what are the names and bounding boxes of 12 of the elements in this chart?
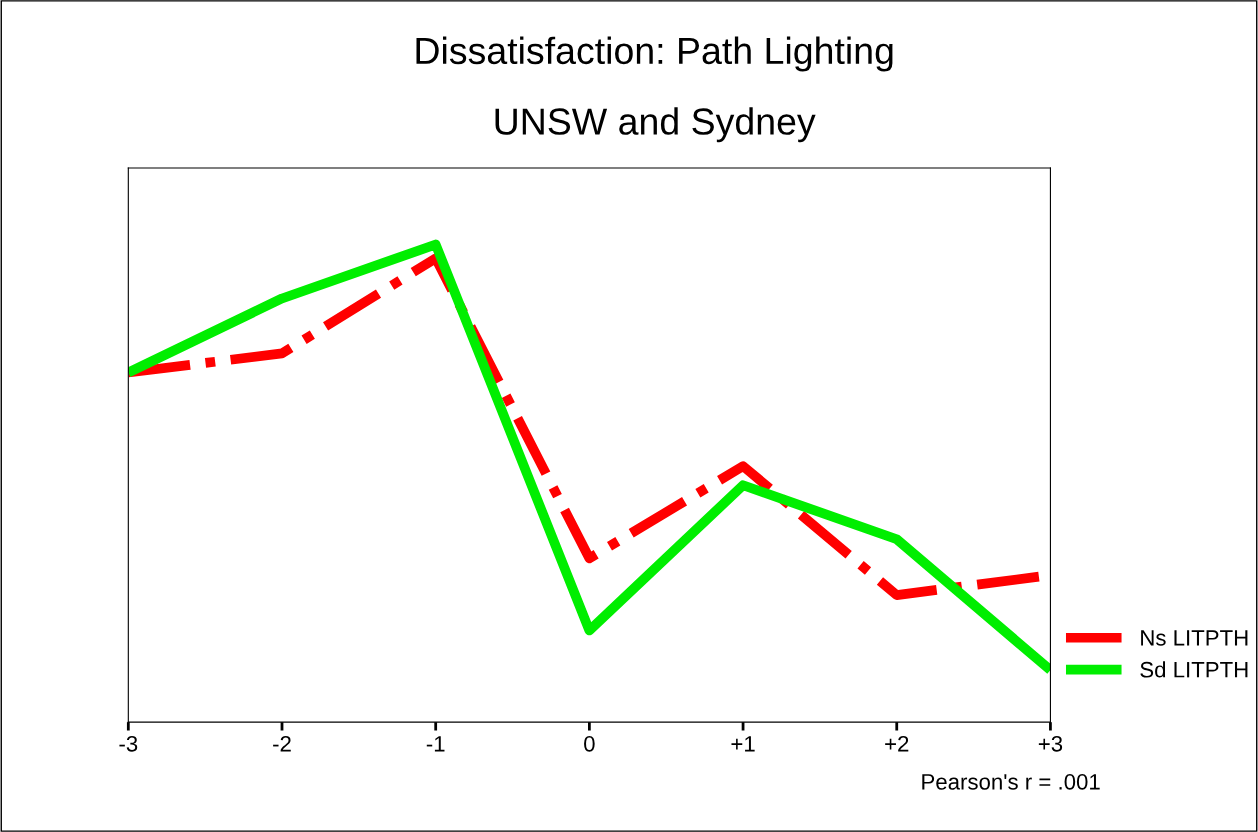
legend-label: Sd LITPTH xyxy=(1140,661,1248,678)
x-tick-label: -1 xyxy=(426,736,445,752)
text: Pearson's r = .001 xyxy=(922,773,1100,790)
x-tick-label: +2 xyxy=(885,735,909,752)
chart-title: Dissatisfaction: Path Lighting xyxy=(416,36,893,72)
legend-label: Ns LITPTH xyxy=(1141,630,1248,646)
x-tick-label: -2 xyxy=(273,735,291,752)
x-tick-label: -3 xyxy=(119,735,138,752)
x-tick-label: +1 xyxy=(731,736,755,752)
x-tick-label: 0 xyxy=(584,735,595,752)
x-tick-label: +3 xyxy=(1038,735,1063,752)
chart-subtitle: UNSW and Sydney xyxy=(495,107,816,143)
